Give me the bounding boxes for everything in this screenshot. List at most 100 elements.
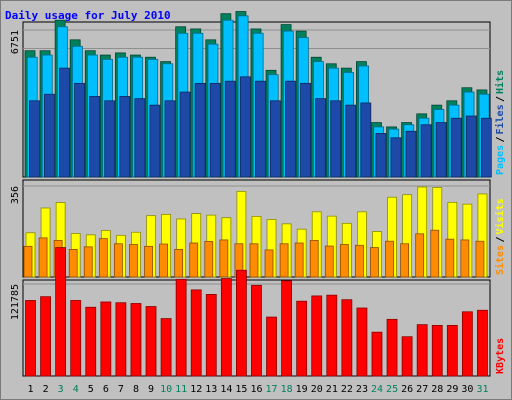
- top-ytick-label: 6751: [10, 30, 21, 54]
- mid-bar-sites: [174, 248, 184, 278]
- top-legend: Pages / Files / Hits: [494, 70, 506, 175]
- x-tick-label: 13: [205, 384, 217, 395]
- mid-bar-sites: [294, 242, 304, 278]
- x-tick-label: 9: [148, 384, 154, 395]
- top-bar-pages: [149, 104, 161, 178]
- bot-bar-kbytes: [266, 316, 277, 377]
- x-tick-label: 8: [133, 384, 139, 395]
- mid-bar-sites: [249, 243, 259, 278]
- top-bar-pages: [44, 93, 55, 178]
- top-bar-pages: [134, 98, 146, 178]
- bot-bar-kbytes: [431, 324, 443, 377]
- bot-bar-kbytes: [446, 324, 458, 377]
- mid-legend-sep: /: [495, 236, 506, 242]
- top-bar-pages: [360, 102, 372, 178]
- mid-bar-sites: [309, 240, 319, 278]
- bot-bar-kbytes: [175, 278, 187, 377]
- x-tick-label: 14: [220, 384, 232, 395]
- bot-bar-kbytes: [130, 303, 142, 377]
- bot-bar-kbytes: [55, 247, 67, 377]
- mid-bar-sites: [219, 239, 229, 278]
- top-bar-pages: [254, 80, 266, 178]
- mid-bar-sites: [385, 240, 394, 278]
- bot-legend-kbytes: KBytes: [495, 338, 506, 374]
- mid-bar-sites: [279, 243, 289, 278]
- mid-bar-sites: [355, 244, 364, 278]
- x-tick-label: 17: [266, 384, 278, 395]
- bot-bar-kbytes: [461, 311, 473, 377]
- x-tick-label: 30: [461, 384, 473, 395]
- mid-bar-sites: [415, 233, 425, 278]
- mid-bar-sites: [475, 240, 485, 278]
- bot-bar-kbytes: [311, 295, 323, 377]
- top-bar-pages: [119, 96, 131, 178]
- bot-bar-kbytes: [25, 300, 36, 377]
- mid-bar-sites: [445, 238, 455, 278]
- top-legend-files: Files: [494, 104, 506, 134]
- bot-bar-kbytes: [416, 324, 428, 377]
- mid-bar-sites: [370, 247, 379, 278]
- top-bar-pages: [315, 98, 327, 178]
- top-legend-sep: /: [495, 136, 506, 142]
- x-tick-label: 2: [43, 384, 49, 395]
- top-bar-pages: [435, 122, 447, 178]
- bot-bar-kbytes: [40, 296, 51, 377]
- bot-bar-kbytes: [356, 307, 368, 377]
- mid-bar-sites: [460, 239, 470, 278]
- mid-bar-sites: [430, 229, 440, 278]
- bot-bar-kbytes: [100, 301, 112, 377]
- bot-bar-kbytes: [190, 289, 202, 377]
- x-tick-label: 4: [73, 384, 79, 395]
- top-bar-pages: [285, 80, 296, 178]
- bot-bar-kbytes: [85, 306, 97, 377]
- bot-bar-kbytes: [296, 300, 308, 377]
- x-tick-label: 31: [476, 384, 488, 395]
- top-bar-pages: [239, 76, 251, 178]
- bot-bar-kbytes: [205, 294, 217, 377]
- x-tick-label: 16: [250, 384, 262, 395]
- x-tick-label: 21: [326, 384, 338, 395]
- top-bar-pages: [164, 100, 176, 178]
- top-bar-pages: [59, 67, 70, 178]
- bot-bar-kbytes: [236, 269, 247, 377]
- top-bar-pages: [300, 82, 311, 178]
- mid-bar-sites: [129, 244, 138, 278]
- top-bar-pages: [420, 124, 432, 178]
- bot-bar-kbytes: [251, 284, 262, 377]
- top-bar-pages: [465, 115, 477, 178]
- bot-bar-kbytes: [326, 294, 338, 377]
- mid-bar-sites: [23, 245, 33, 278]
- top-legend-pages: Pages: [495, 145, 506, 175]
- bot-bar-kbytes: [401, 336, 413, 377]
- x-tick-label: 7: [118, 384, 124, 395]
- bot-bar-kbytes: [220, 278, 232, 377]
- x-tick-label: 11: [175, 384, 187, 395]
- bot-bar-kbytes: [281, 280, 292, 377]
- x-tick-label: 10: [160, 384, 172, 395]
- x-tick-label: 23: [356, 384, 368, 395]
- top-bar-pages: [375, 133, 387, 178]
- x-tick-label: 26: [401, 384, 413, 395]
- x-tick-label: 6: [103, 384, 109, 395]
- mid-bar-sites: [264, 249, 274, 278]
- mid-legend-visits: Visits: [494, 198, 506, 234]
- bot-bar-kbytes: [70, 300, 82, 377]
- top-bar-pages: [194, 82, 206, 178]
- top-bar-pages: [450, 117, 462, 178]
- top-bar-pages: [270, 100, 281, 178]
- x-tick-label: 19: [296, 384, 308, 395]
- top-bar-pages: [345, 104, 357, 178]
- bot-bar-kbytes: [341, 299, 353, 377]
- bot-bar-kbytes: [145, 306, 157, 377]
- top-bar-pages: [405, 130, 417, 178]
- top-bar-pages: [74, 82, 85, 178]
- mid-bar-sites: [98, 238, 108, 278]
- x-tick-label: 18: [281, 384, 293, 395]
- top-legend-hits: Hits: [494, 70, 506, 94]
- top-bar-pages: [89, 96, 101, 178]
- x-tick-label: 3: [58, 384, 64, 395]
- mid-bar-sites: [204, 241, 214, 278]
- mid-bar-sites: [83, 246, 93, 278]
- x-tick-label: 12: [190, 384, 202, 395]
